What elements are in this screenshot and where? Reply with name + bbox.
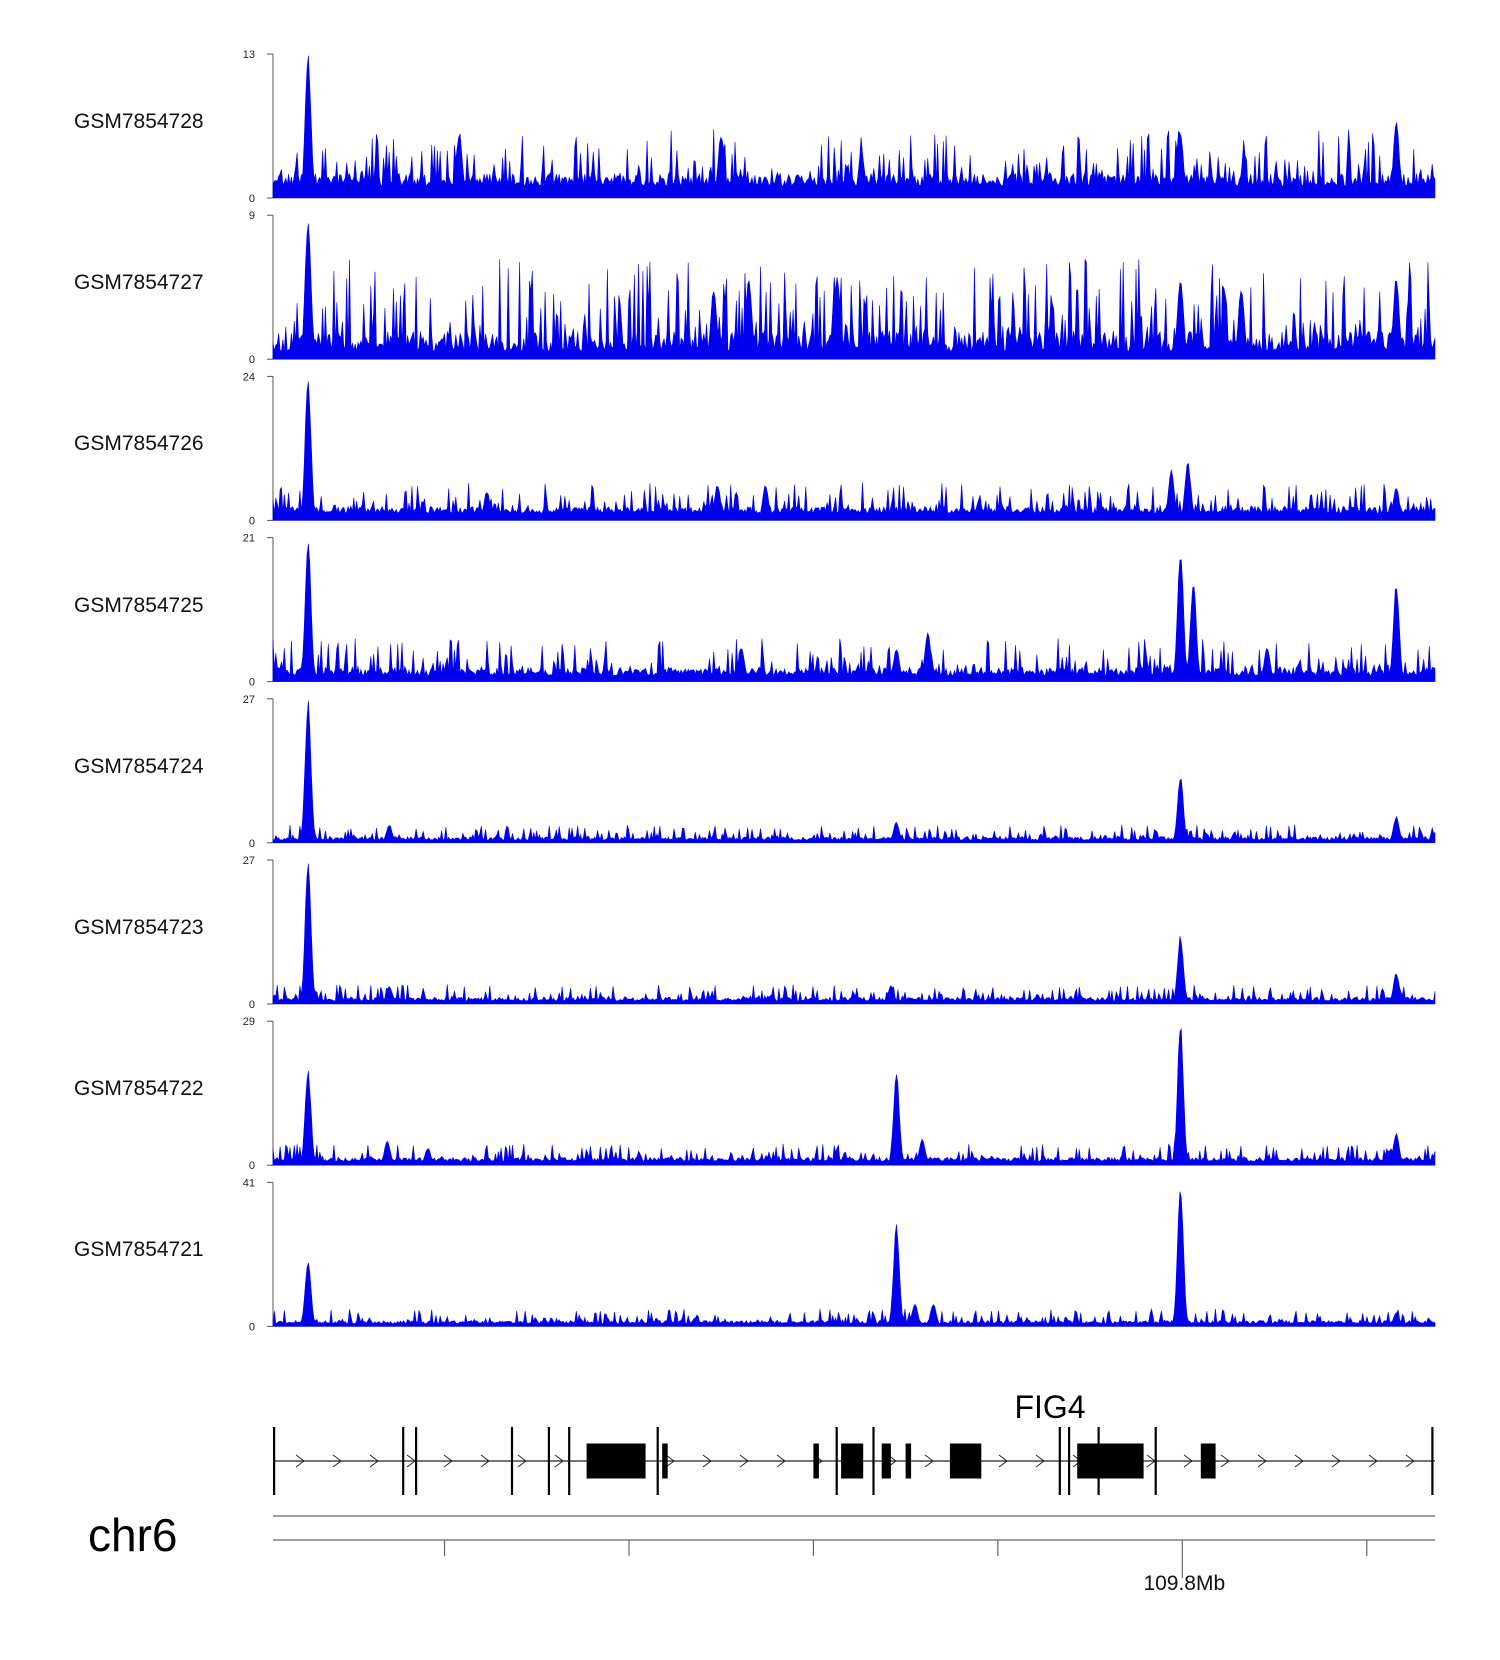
gene-exon — [1431, 1427, 1434, 1495]
y-min-label: 0 — [249, 999, 255, 1011]
track-name-label: GSM7854723 — [74, 916, 204, 939]
y-max-label: 41 — [243, 1177, 255, 1189]
y-max-label: 24 — [243, 371, 255, 383]
y-max-label: 9 — [249, 210, 255, 222]
coverage-area — [272, 1027, 1436, 1166]
coverage-track: 21 0 — [243, 533, 1436, 689]
coverage-area — [272, 700, 1436, 844]
track-name-label: GSM7854726 — [74, 432, 204, 456]
strand-arrow — [369, 1454, 379, 1468]
strand-arrow — [1368, 1454, 1378, 1468]
gene-exon — [813, 1443, 819, 1479]
gene-exon — [415, 1427, 418, 1495]
track-name-label: GSM7854721 — [74, 1238, 204, 1262]
strand-arrow — [998, 1454, 1008, 1468]
coverage-track: 24 0 — [243, 371, 1436, 527]
gene-exon — [656, 1427, 659, 1495]
y-min-label: 0 — [249, 838, 255, 850]
coverage-area — [272, 543, 1436, 682]
strand-arrow — [295, 1454, 305, 1468]
track-name-label: GSM7854728 — [74, 110, 204, 133]
strand-arrow — [1220, 1454, 1230, 1468]
gene-exon — [1154, 1427, 1157, 1495]
coverage-track: 29 0 — [243, 1016, 1436, 1172]
coverage-area — [272, 55, 1436, 199]
coverage-track: 41 0 — [243, 1177, 1436, 1333]
gene-exon — [872, 1427, 875, 1495]
track-name-label: GSM7854725 — [74, 593, 204, 617]
strand-arrow — [665, 1454, 675, 1468]
coverage-area — [272, 1191, 1436, 1327]
gene-exon — [568, 1427, 571, 1495]
genome-axis: 109.8Mb — [273, 1515, 1435, 1595]
gene-exon — [1200, 1443, 1216, 1479]
gene-exon — [510, 1427, 514, 1495]
gene-name-label: FIG4 — [1014, 1389, 1085, 1425]
gene-exon — [662, 1443, 668, 1479]
gene-exon — [273, 1427, 276, 1495]
coverage-area — [272, 223, 1436, 360]
strand-arrow — [924, 1454, 934, 1468]
gene-exon — [881, 1443, 891, 1479]
chromosome-label: chr6 — [88, 1509, 178, 1561]
coverage-track: 13 0 — [243, 49, 1436, 205]
strand-arrow — [1183, 1454, 1193, 1468]
y-min-label: 0 — [249, 354, 255, 366]
strand-arrow — [332, 1454, 342, 1468]
y-max-label: 29 — [243, 1016, 255, 1028]
gene-exon — [835, 1427, 838, 1495]
y-max-label: 21 — [243, 533, 255, 545]
coverage-area — [272, 381, 1436, 521]
coverage-track: 27 0 — [243, 855, 1436, 1011]
y-min-label: 0 — [249, 1321, 255, 1333]
x-tick-label: 109.8Mb — [1143, 1572, 1225, 1595]
strand-arrow — [554, 1454, 564, 1468]
gene-exon — [905, 1443, 912, 1479]
y-max-label: 27 — [243, 694, 255, 706]
track-name-label: GSM7854727 — [74, 271, 204, 295]
coverage-track: 27 0 — [243, 694, 1436, 850]
gene-exon — [1077, 1443, 1144, 1479]
y-min-label: 0 — [249, 1160, 255, 1172]
strand-arrow — [739, 1454, 749, 1468]
y-min-label: 0 — [249, 515, 255, 527]
strand-arrow — [480, 1454, 490, 1468]
gene-exon — [1097, 1427, 1100, 1495]
coverage-track: 90 — [249, 210, 1436, 366]
track-name-label: GSM7854722 — [74, 1077, 204, 1101]
gene-exon — [586, 1443, 646, 1479]
gene-exon — [402, 1427, 405, 1495]
gene-exon — [547, 1427, 550, 1495]
strand-arrow — [517, 1454, 527, 1468]
coverage-area — [272, 863, 1436, 1005]
y-min-label: 0 — [249, 677, 255, 689]
strand-arrow — [1405, 1454, 1415, 1468]
gene-exon — [841, 1443, 864, 1479]
y-max-label: 13 — [243, 49, 255, 61]
strand-arrow — [1294, 1454, 1304, 1468]
strand-arrow — [1035, 1454, 1045, 1468]
gene-annotation-track: FIG4 — [273, 1389, 1435, 1495]
track-name-label: GSM7854724 — [74, 754, 204, 778]
gene-exon — [949, 1443, 982, 1479]
strand-arrow — [1257, 1454, 1267, 1468]
strand-arrow — [776, 1454, 786, 1468]
strand-arrow — [702, 1454, 712, 1468]
gene-exon — [1068, 1427, 1071, 1495]
gene-exon — [1058, 1427, 1061, 1495]
y-min-label: 0 — [249, 193, 255, 205]
y-max-label: 27 — [243, 855, 255, 867]
strand-arrow — [443, 1454, 453, 1468]
strand-arrow — [1331, 1454, 1341, 1468]
